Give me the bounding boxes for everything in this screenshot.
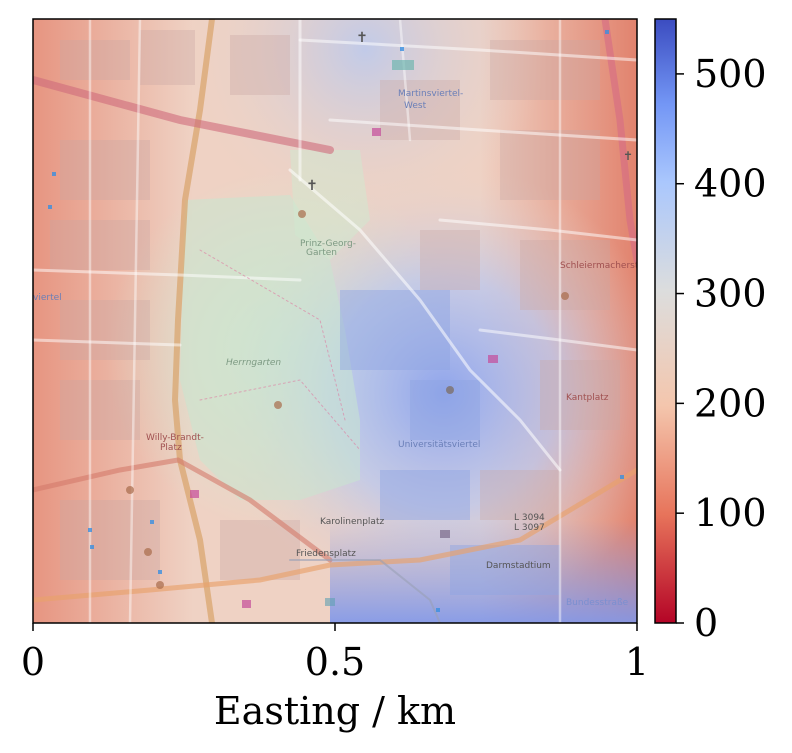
map-label: viertel: [33, 293, 62, 303]
road-grid-6: [478, 328, 637, 352]
road-grid-2: [33, 338, 182, 347]
park-herrngarten: [180, 195, 360, 500]
road-diagonal-center: [288, 168, 562, 472]
colorbar-tick-label: 200: [694, 381, 767, 425]
colorbar-tick-label: 100: [694, 491, 767, 535]
rail-line: [289, 559, 441, 623]
bus-stops: [48, 30, 624, 612]
road-grid-3: [298, 38, 637, 62]
x-tick-label: 0.5: [305, 640, 365, 684]
poi-marker: [446, 386, 454, 394]
poi-marker: [392, 60, 414, 70]
university-buildings: [340, 290, 560, 595]
park-path-2: [199, 379, 361, 451]
poi-marker: [156, 581, 164, 589]
map-label: Universitätsviertel: [398, 440, 480, 450]
poi-marker: [298, 210, 306, 218]
colorbar-tick-label: 400: [694, 162, 767, 206]
map-label: West: [404, 101, 427, 111]
road-diagonal-nw: [33, 76, 334, 154]
map-label: Herrngarten: [226, 358, 281, 368]
poi-marker: [561, 292, 569, 300]
road-south-main: [33, 467, 637, 603]
map-label: Schleiermacherstraße: [560, 261, 659, 271]
poi-marker: [488, 355, 498, 363]
colorbar-ticks: 0 100 200 300 400 500: [676, 52, 767, 645]
road-grid-11: [398, 19, 412, 142]
poi-marker: [440, 530, 450, 538]
x-tick-label: 0: [21, 640, 45, 684]
colorbar: [654, 18, 677, 624]
colorbar-tick-label: 300: [694, 272, 767, 316]
colorbar-tick-label: 500: [694, 52, 767, 96]
map-label: L 3094: [514, 513, 545, 523]
map-label: Garten: [306, 248, 337, 258]
road-sw-diagonal: [33, 457, 333, 563]
poi-marker: [190, 490, 199, 498]
map-label: Martinsviertel-: [398, 89, 463, 99]
x-axis: 0 0.5 1: [21, 623, 649, 684]
poi-marker: [144, 548, 152, 556]
map-label: Darmstadtium: [486, 561, 551, 571]
map-area: ✝ ✝ ✝ Martinsviertel- West Herrngarten P…: [33, 19, 659, 623]
road-grid-5: [438, 218, 637, 242]
map-label: Prinz-Georg-: [300, 239, 356, 249]
x-axis-label: Easting / km: [214, 689, 456, 733]
buildings: [50, 30, 620, 580]
poi-marker: [325, 598, 335, 606]
church-icon: ✝: [623, 149, 633, 163]
road-grid-9: [128, 19, 142, 623]
map-label: Willy-Brandt-: [146, 433, 204, 443]
colorbar-tick-label: 0: [694, 601, 718, 645]
map-label: Karolinenplatz: [320, 517, 384, 527]
poi-marker: [372, 128, 381, 136]
x-tick-label: 1: [625, 640, 649, 684]
map-label: L 3097: [514, 523, 545, 533]
roads: [33, 19, 637, 623]
map-label: Bundesstraße: [566, 598, 629, 608]
poi-markers: ✝ ✝ ✝: [126, 30, 633, 608]
church-icon: ✝: [306, 178, 318, 194]
park-path-1: [199, 249, 346, 421]
map-labels: Martinsviertel- West Herrngarten Prinz-G…: [33, 89, 659, 608]
map-label: Friedensplatz: [296, 549, 356, 559]
map-label: Platz: [160, 443, 182, 453]
church-icon: ✝: [356, 30, 368, 46]
field-blue-bottom: [330, 520, 637, 623]
road-grid-4: [328, 118, 637, 142]
road-grid-1: [33, 268, 302, 282]
poi-marker: [126, 486, 134, 494]
poi-marker: [242, 600, 251, 608]
map-label: Kantplatz: [566, 393, 609, 403]
poi-marker: [274, 401, 282, 409]
